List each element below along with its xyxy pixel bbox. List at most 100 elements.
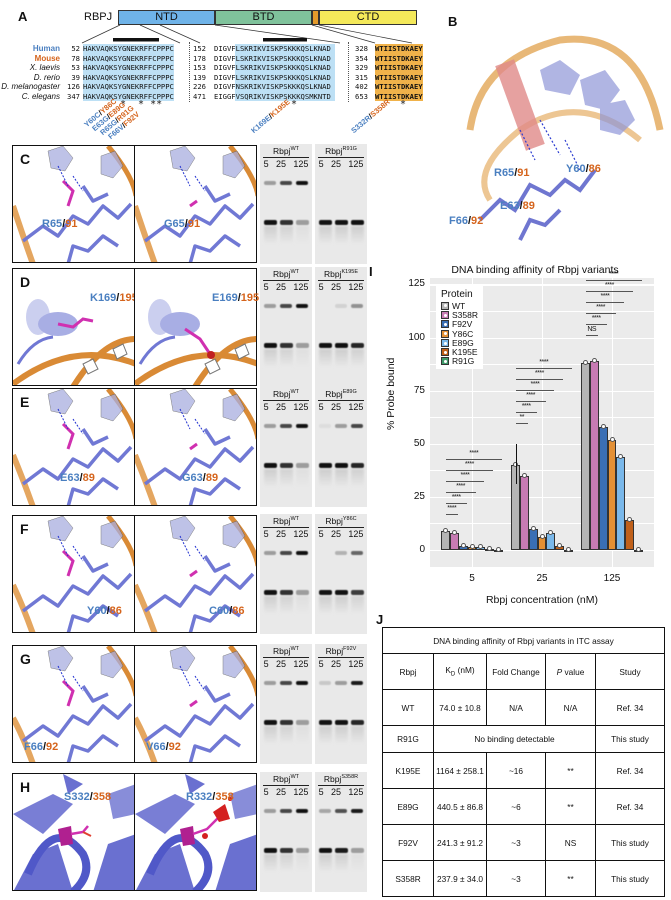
gel-underline bbox=[318, 157, 364, 158]
significance-label: **** bbox=[469, 449, 479, 457]
gel-mutant: RbpjF92V 5 25 125 bbox=[315, 644, 367, 764]
gel-underline bbox=[318, 527, 364, 528]
free-probe-band bbox=[335, 848, 348, 853]
significance-line bbox=[585, 313, 616, 315]
sequence: WTIISTDKAEY bbox=[375, 63, 423, 73]
residue-label-wt: K169/195 bbox=[90, 292, 138, 304]
seq-num: 139 bbox=[193, 72, 206, 82]
significance-line bbox=[515, 411, 537, 413]
significance-label: **** bbox=[596, 304, 605, 312]
free-probe-band bbox=[335, 590, 348, 595]
significance-label: **** bbox=[530, 380, 540, 388]
bar-e89g-25 bbox=[546, 533, 556, 550]
gridline-vertical bbox=[612, 278, 614, 567]
gel-underline bbox=[263, 280, 309, 281]
gel-underline bbox=[263, 400, 309, 401]
lane-label: 5 bbox=[318, 402, 324, 412]
gel-title: RbpjF92V bbox=[325, 646, 357, 656]
legend-swatch bbox=[441, 320, 449, 329]
free-probe-band bbox=[296, 343, 309, 348]
free-probe-band bbox=[264, 463, 277, 468]
cell-fold-change: ~16 bbox=[486, 752, 546, 789]
cell-study: This study bbox=[595, 725, 665, 753]
protein-name: RBPJ bbox=[84, 11, 113, 23]
cell-p-value: ** bbox=[545, 788, 596, 825]
data-point bbox=[566, 547, 571, 552]
bar-k195e-125 bbox=[625, 520, 634, 550]
bar-f92v-25 bbox=[528, 528, 538, 550]
cell-p-value: ** bbox=[545, 860, 596, 897]
lane-label: 25 bbox=[275, 529, 286, 539]
residue-label-wt: R65/91 bbox=[42, 218, 78, 230]
zoom-connector-lines bbox=[81, 24, 413, 44]
gel-smear bbox=[335, 469, 348, 487]
bar-y86c-25 bbox=[537, 537, 547, 550]
seq-num: 78 bbox=[71, 53, 80, 63]
lane-label: 5 bbox=[318, 529, 324, 539]
table-row: E89G 440.5 ± 86.8 ~6 ** Ref. 34 bbox=[382, 788, 665, 825]
cell-kd: 440.5 ± 86.8 bbox=[433, 788, 487, 825]
gel-smear bbox=[296, 226, 309, 244]
significance-line bbox=[515, 389, 555, 391]
table-row: R91G No binding detectable This study bbox=[382, 725, 665, 753]
seq-num: 354 bbox=[355, 53, 368, 63]
cell-study: Ref. 34 bbox=[595, 788, 665, 825]
bar-s358r-5 bbox=[450, 533, 459, 550]
cell-rbpj: S358R bbox=[382, 860, 434, 897]
shifted-band bbox=[264, 681, 276, 685]
cell-fold-change: ~3 bbox=[486, 824, 546, 861]
free-probe-band bbox=[280, 590, 293, 595]
gel-smear bbox=[280, 226, 293, 244]
gel-title: RbpjWT bbox=[272, 146, 300, 156]
gel-lane-labels: 5 25 125 bbox=[315, 787, 367, 797]
free-probe-band bbox=[264, 848, 277, 853]
x-tick-label: 5 bbox=[469, 573, 475, 584]
free-probe-band bbox=[296, 220, 309, 225]
lane-label: 25 bbox=[330, 402, 341, 412]
lane-label: 25 bbox=[275, 159, 286, 169]
shifted-band bbox=[264, 181, 276, 185]
sequence: WTIISTDKAEY bbox=[375, 72, 423, 82]
gel-smear bbox=[319, 226, 332, 244]
bar-y86c-125 bbox=[607, 439, 617, 550]
gel-smear bbox=[280, 854, 293, 872]
lane-label: 25 bbox=[330, 659, 341, 669]
legend-label: R91G bbox=[452, 356, 475, 367]
gel-title: RbpjS358R bbox=[323, 774, 359, 784]
structure-mut-image bbox=[134, 645, 257, 763]
shifted-band bbox=[280, 551, 292, 555]
free-probe-band bbox=[319, 590, 332, 595]
shifted-band bbox=[296, 551, 308, 555]
cell-fold-change: N/A bbox=[486, 689, 546, 726]
panel-label-g: G bbox=[20, 651, 31, 667]
structure-wt-image bbox=[12, 145, 135, 263]
gel-title: RbpjE89G bbox=[325, 389, 357, 399]
gel-smear bbox=[319, 596, 332, 614]
free-probe-band bbox=[280, 343, 293, 348]
gel-smear bbox=[351, 854, 364, 872]
panel-label-c: C bbox=[20, 151, 31, 167]
chart-title: DNA binding affinity of Rbpj variants bbox=[451, 264, 619, 276]
sequence: DIGVFLSKRIKVISKPSKKKQSLKNAD bbox=[214, 53, 331, 63]
legend-swatch bbox=[441, 357, 449, 366]
legend-label: E89G bbox=[452, 337, 474, 348]
gel-smear bbox=[296, 854, 309, 872]
free-probe-band bbox=[335, 220, 348, 225]
gel-underline bbox=[318, 657, 364, 658]
residue-label-wt: S332/358 bbox=[64, 791, 112, 803]
sequence: WTIISTDKAEY bbox=[375, 91, 423, 101]
panel-label-i: I bbox=[369, 264, 373, 279]
gel-underline bbox=[263, 785, 309, 786]
y-tick-label: 50 bbox=[413, 437, 425, 449]
legend-swatch bbox=[441, 329, 449, 338]
data-point bbox=[452, 530, 457, 535]
sequence: DIGVFLSKRIKVISKPSKKKQSLKNAD bbox=[214, 44, 331, 53]
lane-label: 25 bbox=[330, 787, 341, 797]
gel-mutant: RbpjY86C 5 25 125 bbox=[315, 514, 367, 634]
significance-line bbox=[445, 458, 502, 460]
shifted-band bbox=[280, 681, 292, 685]
gel-smear bbox=[280, 596, 293, 614]
gel-smear bbox=[351, 596, 364, 614]
gel-lane-labels: 5 25 125 bbox=[315, 529, 367, 539]
domain-btd: BTD bbox=[215, 10, 312, 25]
